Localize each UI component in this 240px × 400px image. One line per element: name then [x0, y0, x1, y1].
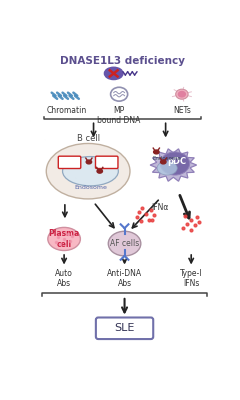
Ellipse shape	[108, 231, 141, 256]
Text: MP
bound DNA: MP bound DNA	[97, 106, 141, 125]
Text: Type-I
IFNs: Type-I IFNs	[180, 269, 203, 288]
Ellipse shape	[176, 89, 188, 99]
Ellipse shape	[86, 160, 92, 164]
Ellipse shape	[63, 156, 118, 186]
Text: Chromatin: Chromatin	[46, 106, 87, 115]
FancyBboxPatch shape	[58, 156, 81, 168]
Ellipse shape	[157, 161, 177, 175]
Text: Plasma
cell: Plasma cell	[48, 229, 80, 249]
Ellipse shape	[48, 228, 80, 250]
Ellipse shape	[160, 152, 190, 175]
Text: B cell: B cell	[77, 134, 100, 143]
FancyBboxPatch shape	[96, 318, 153, 339]
Text: Auto
Abs: Auto Abs	[55, 269, 73, 288]
Ellipse shape	[46, 144, 130, 199]
Text: DNASE1L3 deficiency: DNASE1L3 deficiency	[60, 56, 186, 66]
Ellipse shape	[178, 92, 185, 97]
Text: AF cells: AF cells	[110, 239, 139, 248]
Text: NETs: NETs	[173, 106, 191, 115]
Text: TLR 9: TLR 9	[61, 160, 78, 165]
Ellipse shape	[97, 169, 102, 173]
Text: Endosome: Endosome	[153, 156, 182, 161]
FancyBboxPatch shape	[96, 156, 118, 168]
Text: Anti-DNA
Abs: Anti-DNA Abs	[107, 269, 142, 288]
Text: TLR 7: TLR 7	[98, 160, 115, 165]
Ellipse shape	[161, 160, 166, 164]
Ellipse shape	[154, 150, 159, 154]
Text: SLE: SLE	[114, 323, 135, 333]
Text: IFNα: IFNα	[151, 203, 168, 212]
Ellipse shape	[104, 67, 123, 80]
Text: Endosome: Endosome	[74, 185, 107, 190]
Polygon shape	[150, 149, 197, 181]
Text: pDC: pDC	[167, 158, 186, 166]
